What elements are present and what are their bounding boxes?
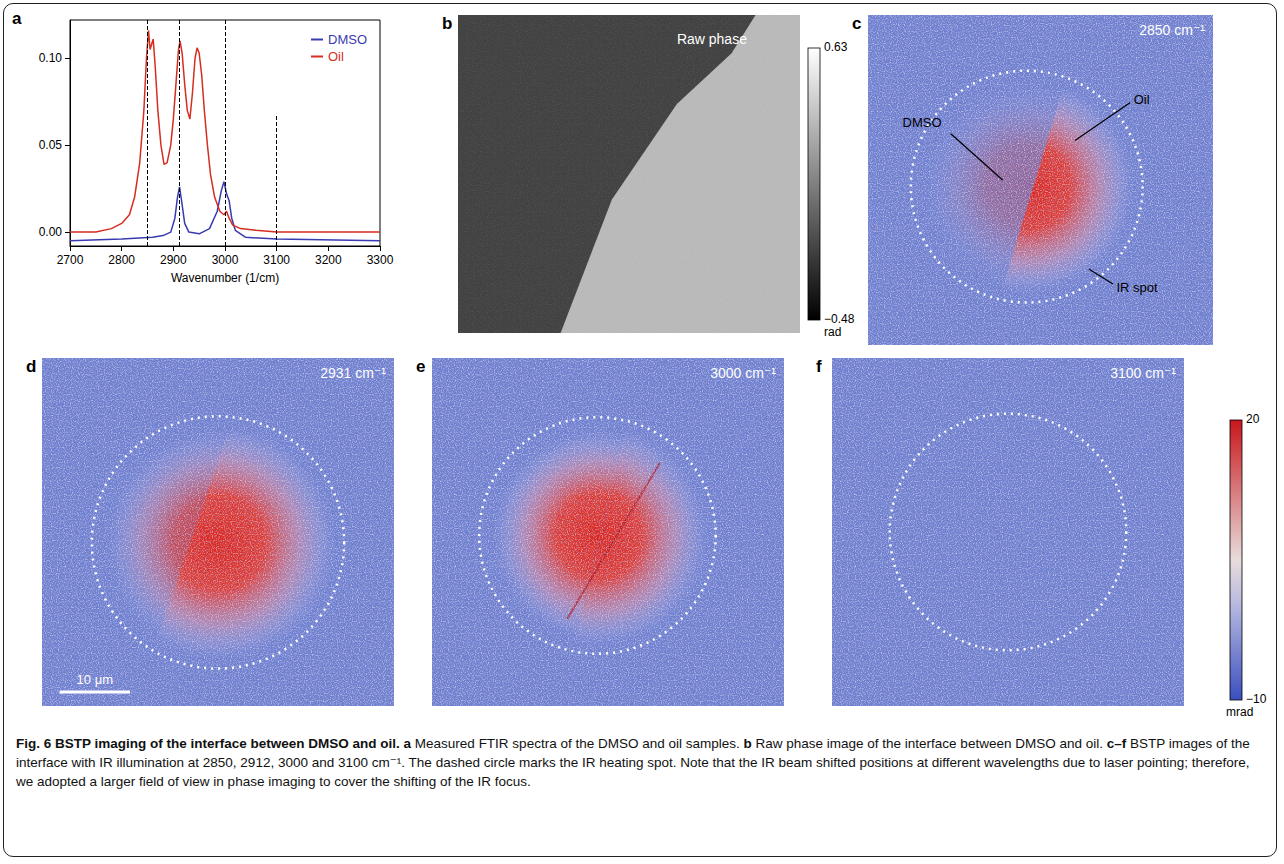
svg-text:0.10: 0.10: [39, 51, 63, 65]
svg-text:−0.48: −0.48: [824, 312, 855, 327]
svg-text:rad: rad: [824, 325, 841, 339]
svg-text:a: a: [12, 9, 22, 28]
svg-text:Oil: Oil: [1134, 92, 1150, 107]
svg-text:2800: 2800: [108, 253, 135, 267]
svg-text:0.05: 0.05: [39, 138, 63, 152]
svg-text:b: b: [442, 14, 452, 33]
svg-text:Raw phase: Raw phase: [677, 31, 747, 47]
svg-text:3100 cm⁻¹: 3100 cm⁻¹: [1110, 365, 1176, 381]
svg-text:2900: 2900: [160, 253, 187, 267]
svg-text:2850 cm⁻¹: 2850 cm⁻¹: [1139, 22, 1205, 38]
svg-text:10 μm: 10 μm: [77, 672, 113, 687]
svg-text:0.00: 0.00: [39, 225, 63, 239]
svg-text:mrad: mrad: [1226, 705, 1253, 719]
svg-text:DMSO: DMSO: [903, 115, 942, 130]
svg-text:DMSO: DMSO: [328, 32, 367, 47]
svg-text:f: f: [816, 357, 822, 376]
svg-text:3000: 3000: [212, 253, 239, 267]
svg-text:c: c: [852, 14, 861, 33]
svg-text:2700: 2700: [57, 253, 84, 267]
svg-text:d: d: [26, 357, 36, 376]
svg-text:2931 cm⁻¹: 2931 cm⁻¹: [320, 365, 386, 381]
svg-text:IR spot: IR spot: [1116, 280, 1158, 295]
svg-text:3300: 3300: [367, 253, 394, 267]
svg-text:Wavenumber (1/cm): Wavenumber (1/cm): [171, 271, 279, 285]
svg-text:−10: −10: [1246, 692, 1267, 707]
svg-text:3000 cm⁻¹: 3000 cm⁻¹: [710, 365, 776, 381]
svg-text:0.63: 0.63: [824, 40, 848, 54]
svg-text:Oil: Oil: [328, 49, 344, 64]
svg-text:3100: 3100: [263, 253, 290, 267]
svg-text:e: e: [416, 357, 425, 376]
html-text:Fig. 6 BSTP imaging of the int: Fig. 6 BSTP imaging of the interface bet…: [16, 736, 1250, 789]
svg-text:20: 20: [1246, 412, 1260, 426]
svg-text:3200: 3200: [315, 253, 342, 267]
